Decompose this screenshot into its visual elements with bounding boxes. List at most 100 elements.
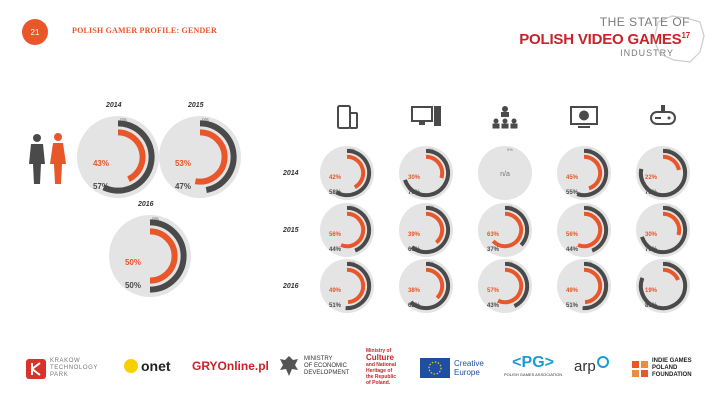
- female-arc: [583, 267, 603, 305]
- year-label: 2015: [187, 102, 204, 109]
- chart-disc: [478, 203, 532, 257]
- gender-silhouettes-icon: [29, 133, 66, 184]
- male-arc: [346, 205, 372, 253]
- krakow-technology-park-logo: KRAKOW TECHNOLOGY PARK: [26, 358, 98, 379]
- row-year-label: 2016: [282, 283, 299, 290]
- creative-europe-logo: Creative Europe: [420, 358, 484, 378]
- onet-text: onet: [141, 358, 171, 374]
- male-arc: [199, 120, 237, 193]
- male-label: 62%: [408, 303, 421, 309]
- female-arc: [194, 129, 228, 185]
- female-label: 39%: [408, 232, 421, 238]
- row-year-label: 2015: [282, 227, 299, 234]
- brand-line-2: POLISH VIDEO GAMES17: [519, 31, 690, 48]
- culture-line: the Republic: [366, 374, 397, 380]
- female-label: 56%: [329, 232, 342, 238]
- female-arc: [346, 267, 366, 305]
- ministry-econ-line: DEVELOPMENT: [304, 369, 350, 376]
- gamepad-icon: [650, 105, 676, 125]
- female-arc: [583, 154, 603, 191]
- social-network-icon: [492, 106, 518, 129]
- male-label: 37%: [487, 247, 500, 253]
- platform-chart: 0%45%55%: [557, 146, 611, 200]
- male-arc: [583, 205, 609, 253]
- mobile-devices-icon: [337, 105, 358, 129]
- desktop-pc-icon: [411, 106, 441, 126]
- chart-disc: [636, 203, 690, 257]
- chart-disc: [77, 116, 159, 198]
- female-arc: [491, 211, 524, 249]
- onet-dot-icon: [124, 359, 138, 373]
- year-label: 2016: [137, 201, 154, 208]
- male-arc: [582, 261, 609, 311]
- platform-chart: 0%42%58%: [320, 146, 374, 200]
- female-arc: [340, 211, 366, 249]
- male-arc: [576, 148, 609, 198]
- male-label: 78%: [645, 190, 658, 196]
- overall-chart-2015: 0%53%47%: [159, 116, 241, 198]
- platform-chart: 0%22%78%: [636, 146, 690, 200]
- female-arc: [662, 267, 680, 281]
- female-arc: [346, 154, 366, 189]
- platform-chart: 0%49%51%: [557, 259, 611, 313]
- culture-line: Culture: [366, 353, 394, 362]
- female-label: 56%: [566, 232, 579, 238]
- na-label: n/a: [500, 171, 510, 178]
- platform-chart: 0%57%43%: [478, 259, 532, 313]
- arp-logo: arp: [574, 355, 609, 375]
- polish-games-association-logo: <PG> POLISH GAMES ASSOCIATION: [504, 354, 562, 377]
- chart-disc: [159, 116, 241, 198]
- platform-chart: 0% n/a: [478, 146, 532, 200]
- male-arc: [640, 205, 688, 255]
- male-label: 55%: [566, 190, 579, 196]
- indie-line: FOUNDATION: [652, 372, 692, 378]
- chart-disc: [478, 259, 532, 313]
- pg-text: <PG>: [512, 354, 554, 371]
- female-label: 50%: [125, 258, 141, 267]
- indie-games-poland-logo: INDIE GAMES POLAND FOUNDATION: [632, 358, 692, 379]
- chart-disc: [399, 259, 453, 313]
- female-arc: [149, 228, 178, 284]
- row-year-label: 2014: [282, 170, 299, 177]
- female-label: 49%: [566, 288, 579, 294]
- culture-line: of Poland.: [366, 380, 391, 386]
- report-brand: THE STATE OF POLISH VIDEO GAMES17 INDUST…: [519, 15, 705, 63]
- chart-disc: [320, 259, 374, 313]
- chart-disc: [557, 259, 611, 313]
- male-label: 44%: [566, 247, 579, 253]
- female-arc: [425, 211, 445, 245]
- chart-disc: [399, 203, 453, 257]
- male-label: 47%: [175, 182, 191, 191]
- creative-line: Creative: [454, 359, 484, 368]
- platform-chart: 0%56%44%: [557, 203, 611, 257]
- brand-line-3: INDUSTRY: [620, 48, 674, 58]
- female-label: 43%: [93, 159, 109, 168]
- partner-logos: KRAKOW TECHNOLOGY PARK onet GRYOnline.pl…: [0, 344, 720, 394]
- krakow-logo-icon: [26, 358, 46, 379]
- gryonline-text: GRYOnline.pl: [192, 359, 269, 373]
- indie-line: POLAND: [652, 365, 678, 371]
- female-label: 42%: [329, 175, 342, 181]
- ministry-econ-line: MINISTRY: [304, 355, 333, 362]
- male-label: 58%: [329, 190, 342, 196]
- chart-disc: [320, 203, 374, 257]
- male-label: 61%: [408, 247, 421, 253]
- platform-chart: 0%56%44%: [320, 203, 374, 257]
- arp-ring-icon: [596, 355, 609, 368]
- platform-chart: 0%30%70%: [399, 146, 453, 200]
- year-label: 2014: [105, 102, 122, 109]
- indie-line: INDIE GAMES: [652, 358, 692, 364]
- female-arc: [497, 267, 524, 305]
- male-label: 50%: [125, 281, 141, 290]
- chart-disc: [109, 215, 191, 297]
- pg-sub: POLISH GAMES ASSOCIATION: [504, 372, 563, 377]
- male-label: 81%: [645, 303, 658, 309]
- male-arc: [638, 261, 688, 311]
- poland-map-icon: [653, 15, 705, 63]
- male-arc: [410, 205, 451, 255]
- female-label: 19%: [645, 288, 658, 294]
- onet-logo: onet: [124, 358, 171, 374]
- female-label: 57%: [487, 288, 500, 294]
- male-arc: [335, 148, 372, 198]
